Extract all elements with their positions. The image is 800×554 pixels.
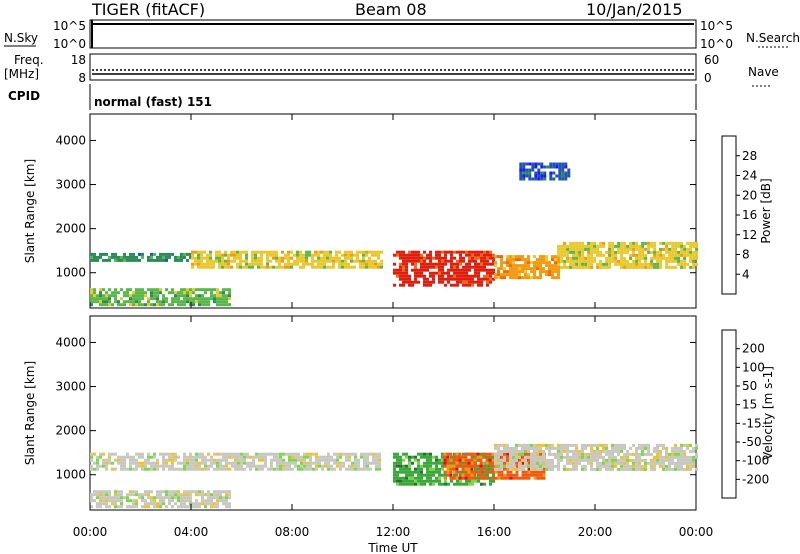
freq-strip: Freq. [MHz] 18 8 60 0 Nave — [4, 53, 779, 87]
velocity-ytick-label: 2000 — [55, 424, 86, 438]
velocity-colorbar-tick: -15 — [742, 416, 762, 430]
power-colorbar-tick: 4 — [742, 267, 750, 281]
power-band — [90, 252, 192, 262]
cpid-text: normal (fast) 151 — [94, 95, 212, 109]
xlabel: Time UT — [367, 541, 418, 554]
time-x-axis: 00:00 04:00 08:00 12:00 16:00 20:00 00:00 — [73, 114, 714, 539]
power-colorbar-tick: 24 — [742, 169, 757, 183]
nsearch-label: N.Search — [746, 31, 800, 45]
cpid-label: CPID — [8, 89, 40, 103]
velocity-colorbar: 200 100 50 15 -15 -50 -100 -200 — [721, 329, 769, 499]
date-label: 10/Jan/2015 — [586, 0, 683, 19]
velocity-ytick-label: 4000 — [55, 335, 86, 349]
nave-tick-top: 60 — [704, 53, 719, 67]
power-band — [393, 250, 495, 287]
power-colorbar-tick: 16 — [742, 208, 757, 222]
freq-tick-top: 18 — [71, 53, 86, 67]
nsky-strip: N.Sky 10^5 10^0 10^5 10^0 N.Search — [4, 19, 800, 51]
beam-label: Beam 08 — [355, 0, 427, 19]
velocity-y-axis: 1000 2000 3000 4000 — [55, 335, 696, 482]
velocity-data-layer — [90, 443, 698, 509]
velocity-band — [90, 490, 231, 509]
power-ytick-label: 4000 — [55, 133, 86, 147]
nsky-tick-top: 10^5 — [53, 19, 86, 33]
nave-tick-bottom: 0 — [704, 71, 712, 85]
power-y-axis: 1000 2000 3000 4000 — [55, 133, 696, 280]
power-panel: 1000 2000 3000 4000 Slant Range [km] 4 8 12 16… — [23, 113, 773, 309]
velocity-band — [90, 452, 381, 471]
freq-label-line1: Freq. — [14, 53, 44, 67]
radar-title: TIGER (fitACF) — [92, 0, 206, 19]
power-colorbar-tick: 28 — [742, 149, 757, 163]
velocity-colorbar-tick: 100 — [742, 360, 765, 374]
velocity-ytick-label: 1000 — [55, 468, 86, 482]
xtick-label: 00:00 — [73, 525, 108, 539]
velocity-colorbar-tick: 15 — [742, 398, 757, 412]
power-colorbar: 4 8 12 16 20 24 28 — [721, 135, 757, 295]
xtick-label: 04:00 — [174, 525, 209, 539]
power-colorbar-tick: 12 — [742, 228, 757, 242]
velocity-colorbar-tick: 200 — [742, 342, 765, 356]
velocity-ytick-label: 3000 — [55, 380, 86, 394]
power-band — [191, 250, 383, 269]
xtick-label: 08:00 — [275, 525, 310, 539]
power-band — [494, 255, 560, 280]
power-ytick-label: 1000 — [55, 266, 86, 280]
cpid-strip: CPID normal (fast) 151 — [8, 84, 697, 110]
freq-label-line2: [MHz] — [4, 67, 39, 81]
nsearch-tick-bottom: 10^0 — [700, 37, 733, 51]
power-ytick-label: 3000 — [55, 178, 86, 192]
freq-tick-bottom: 8 — [78, 71, 86, 85]
velocity-panel: 1000 2000 3000 4000 Slant Range [km] 200 100… — [23, 315, 775, 511]
velocity-colorbar-tick: -100 — [742, 454, 769, 468]
power-band — [557, 241, 699, 269]
nave-label: Nave — [748, 65, 779, 79]
xtick-label: 12:00 — [376, 525, 411, 539]
power-colorbar-label: Power [dB] — [759, 178, 773, 243]
nsky-label: N.Sky — [4, 31, 38, 45]
velocity-colorbar-tick: -200 — [742, 472, 769, 486]
nsearch-tick-top: 10^5 — [700, 19, 733, 33]
velocity-ylabel: Slant Range [km] — [23, 361, 37, 465]
power-data-layer — [90, 162, 699, 307]
power-ylabel: Slant Range [km] — [23, 159, 37, 263]
velocity-band — [494, 443, 698, 471]
velocity-colorbar-tick: 50 — [742, 379, 757, 393]
xtick-label: 16:00 — [477, 525, 512, 539]
velocity-colorbar-label: Velocity [m s-1] — [761, 366, 775, 460]
power-colorbar-tick: 8 — [742, 248, 750, 262]
xtick-label: 00:00 — [679, 525, 714, 539]
power-ytick-label: 2000 — [55, 222, 86, 236]
nsky-tick-bottom: 10^0 — [53, 37, 86, 51]
velocity-colorbar-tick: -50 — [742, 435, 762, 449]
power-colorbar-tick: 20 — [742, 188, 757, 202]
power-band — [519, 162, 571, 181]
power-band — [90, 288, 231, 307]
xtick-label: 20:00 — [578, 525, 613, 539]
